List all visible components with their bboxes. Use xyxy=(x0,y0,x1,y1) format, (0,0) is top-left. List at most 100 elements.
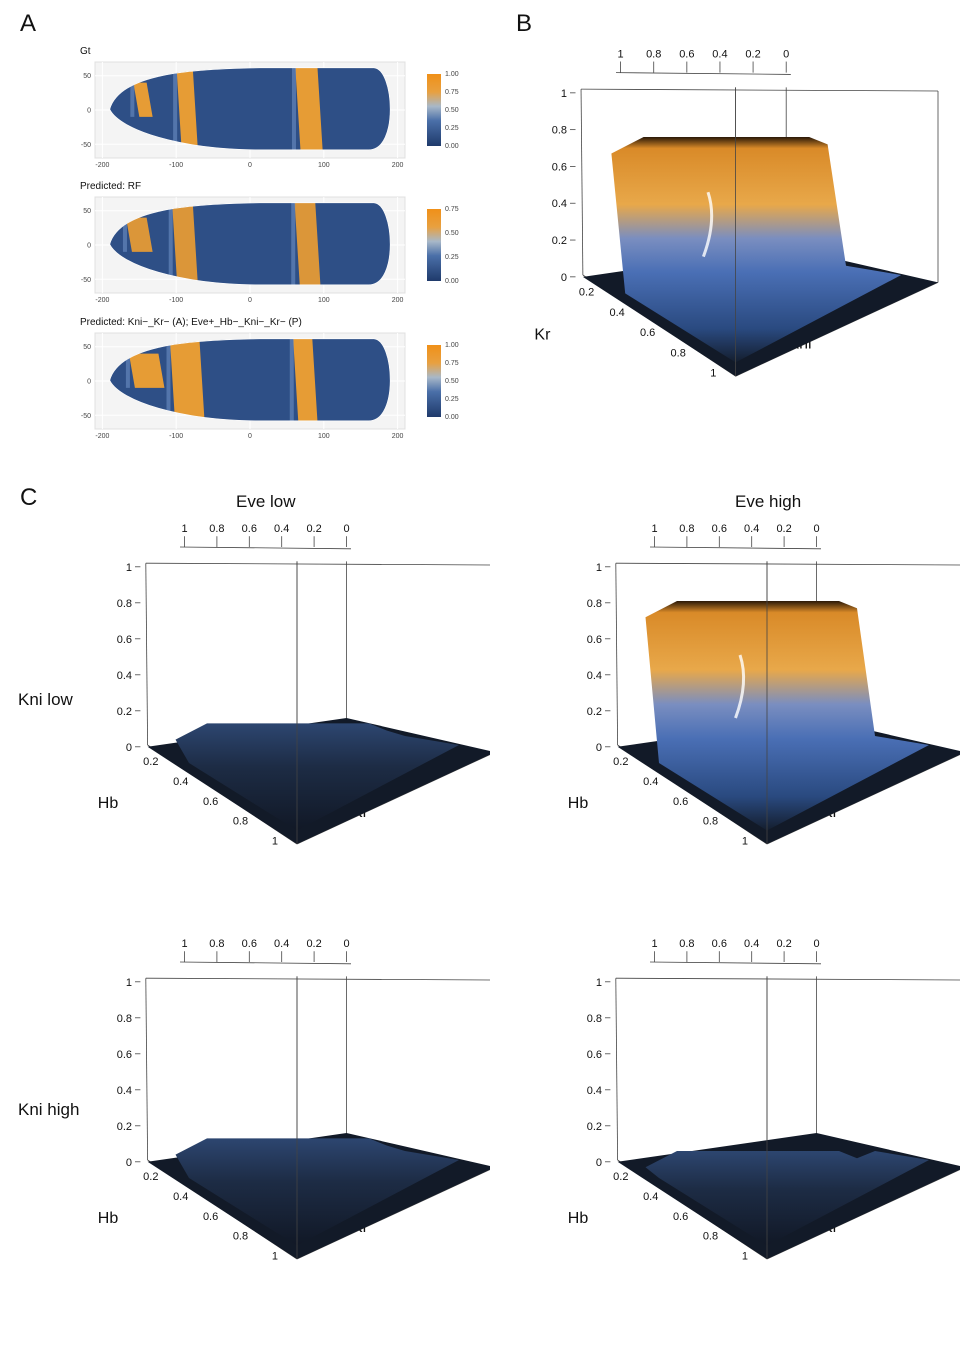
stripe-edge xyxy=(125,353,130,388)
legend-tick-label: 0.00 xyxy=(445,143,459,150)
x-tick-label: 200 xyxy=(392,433,404,440)
stripe-edge xyxy=(168,202,173,285)
depth-axis-label: 0.6 xyxy=(673,796,688,808)
cube-edge-front xyxy=(766,754,960,845)
legend-tick-label: 0.25 xyxy=(445,254,459,261)
y-tick-label: 0 xyxy=(87,379,91,386)
back-axis-label: 0 xyxy=(783,49,789,61)
surface-plateau xyxy=(611,137,902,363)
y-tick-label: 50 xyxy=(83,73,91,80)
stripe-edge xyxy=(130,82,135,117)
embryo-title-rf: Predicted: RF xyxy=(80,181,142,192)
cube-edge-top xyxy=(615,562,960,566)
legend-tick-label: 0.50 xyxy=(445,378,459,385)
embryo-outline xyxy=(109,67,391,151)
depth-axis-title: Hb xyxy=(98,795,119,812)
cube-edge-top xyxy=(615,977,960,981)
back-axis-label: 0.8 xyxy=(679,938,694,950)
depth-axis-label: 0.6 xyxy=(203,1211,218,1223)
embryo-title-gt: Gt xyxy=(80,46,91,57)
surface-plot-c-eve-low-kni-low: 1 0.8 0.6 0.4 0.2 0 1 0.8 0.6 0.4 0.2 0 0.2 0.4 0.6 0.8… xyxy=(98,523,490,847)
vertical-axis-label: 0.8 xyxy=(117,1013,132,1025)
back-axis-label: 0.4 xyxy=(712,49,727,61)
back-axis-label: 0.8 xyxy=(679,523,694,535)
expression-stripe xyxy=(169,338,206,421)
vertical-axis-label: 1 xyxy=(561,88,567,100)
depth-axis-title: Kr xyxy=(534,326,551,343)
legend-tick-label: 0.25 xyxy=(445,396,459,403)
embryo-body xyxy=(109,338,391,421)
expression-stripe xyxy=(292,338,318,421)
back-axis-label: 0.2 xyxy=(306,523,321,535)
vertical-axis-label: 1 xyxy=(126,977,132,989)
vertical-axis-label: 0.8 xyxy=(587,598,602,610)
depth-axis-label: 0.4 xyxy=(609,307,624,319)
embryo-outline xyxy=(109,338,391,422)
embryo-body xyxy=(109,67,391,150)
embryo-fill xyxy=(109,202,391,285)
y-tick-label: -50 xyxy=(81,142,91,149)
back-axis-line xyxy=(179,546,352,550)
y-tick-label: 0 xyxy=(87,243,91,250)
x-tick-label: 0 xyxy=(248,297,252,304)
surface-plateau xyxy=(175,723,459,831)
surface-plateau xyxy=(645,1151,929,1246)
y-tick-label: 50 xyxy=(83,208,91,215)
y-tick-label: 50 xyxy=(83,344,91,351)
cube-edge-left xyxy=(145,563,148,746)
stripe-edge xyxy=(291,202,296,285)
back-axis-label: 0.2 xyxy=(776,523,791,535)
back-axis-label: 0 xyxy=(343,938,349,950)
depth-axis-label: 0.6 xyxy=(640,327,655,339)
back-axis-label: 0.4 xyxy=(744,523,759,535)
x-tick-label: -100 xyxy=(169,433,183,440)
legend-tick-label: 0.00 xyxy=(445,278,459,285)
surface-plot-c-eve-low-kni-high: 1 0.8 0.6 0.4 0.2 0 1 0.8 0.6 0.4 0.2 0 0.2 0.4 0.6 0.8… xyxy=(98,938,490,1262)
x-tick-label: 0 xyxy=(248,433,252,440)
back-axis-label: 0 xyxy=(813,938,819,950)
depth-axis-title: Hb xyxy=(568,795,589,812)
legend-colorbar xyxy=(427,345,441,417)
back-axis-label: 0.6 xyxy=(242,938,257,950)
legend-colorbar xyxy=(427,209,441,281)
depth-axis-label: 0.2 xyxy=(613,1171,628,1183)
vertical-axis-label: 0 xyxy=(126,742,132,754)
y-tick-label: -50 xyxy=(81,413,91,420)
back-axis-label: 0.2 xyxy=(776,938,791,950)
back-axis-line xyxy=(615,72,791,75)
stripe-edge xyxy=(173,67,178,150)
vertical-axis-label: 0.2 xyxy=(587,1121,602,1133)
back-axis-label: 0.8 xyxy=(646,49,661,61)
back-axis-label: 0.2 xyxy=(745,49,760,61)
vertical-axis-label: 0.8 xyxy=(587,1013,602,1025)
cube-edge-left xyxy=(615,978,618,1161)
cube-edge-top xyxy=(145,977,490,981)
depth-axis-label: 0.4 xyxy=(643,1191,658,1203)
depth-axis-label: 0.4 xyxy=(643,776,658,788)
expression-stripe xyxy=(171,202,199,285)
back-axis-line xyxy=(649,546,822,550)
surface-highlight xyxy=(734,654,746,719)
x-tick-label: 200 xyxy=(392,162,404,169)
depth-axis-label: 1 xyxy=(272,1250,278,1262)
depth-axis-label: 0.8 xyxy=(671,347,686,359)
x-tick-label: 0 xyxy=(248,162,252,169)
depth-axis-label: 0.8 xyxy=(703,816,718,828)
x-tick-label: 100 xyxy=(318,297,330,304)
vertical-axis-label: 0.8 xyxy=(117,598,132,610)
embryo-title-predicted: Predicted: Kni−_Kr− (A); Eve+_Hb−_Kni−_K… xyxy=(80,317,302,328)
cube-edge-top xyxy=(145,562,490,566)
expression-stripe xyxy=(176,67,199,150)
back-axis-label: 1 xyxy=(651,938,657,950)
x-tick-label: -100 xyxy=(169,297,183,304)
depth-axis-label: 1 xyxy=(710,368,716,380)
vertical-axis-label: 1 xyxy=(596,977,602,989)
depth-axis-label: 0.2 xyxy=(579,287,594,299)
vertical-axis-label: 0.2 xyxy=(117,1121,132,1133)
back-axis-label: 1 xyxy=(181,938,187,950)
vertical-axis-label: 0.8 xyxy=(552,125,567,137)
back-axis-label: 0.6 xyxy=(712,523,727,535)
x-tick-label: -200 xyxy=(95,162,109,169)
vertical-axis-label: 0.6 xyxy=(587,634,602,646)
vertical-axis-label: 0.2 xyxy=(587,706,602,718)
